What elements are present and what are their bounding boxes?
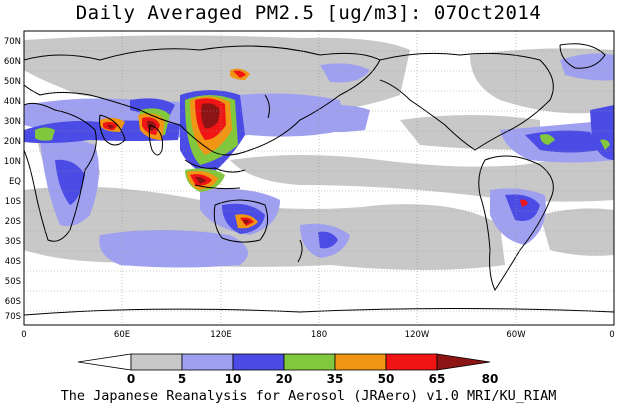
lon-label: 180 [311, 330, 327, 340]
lon-label: 120E [210, 330, 232, 340]
colorbar-label: 5 [178, 372, 186, 386]
lat-label: 20N [4, 137, 21, 147]
lat-label: 30S [5, 237, 21, 247]
field-darkred [107, 103, 250, 224]
colorbar-bin [436, 353, 491, 371]
lon-label: 120W [405, 330, 430, 340]
colorbar-label: 35 [327, 372, 344, 386]
lat-label: 10S [5, 197, 21, 207]
lat-label: 30N [4, 117, 21, 127]
lon-label: 60E [114, 330, 130, 340]
lat-label: 40S [5, 257, 21, 267]
grid-lines [24, 31, 614, 325]
colorbar-label: 65 [429, 372, 446, 386]
colorbar-label: 20 [276, 372, 293, 386]
lat-label: EQ [9, 177, 21, 187]
colorbar-label: 50 [378, 372, 395, 386]
coastlines [24, 43, 614, 316]
colorbar-bin [232, 353, 285, 371]
colorbar-label: 10 [225, 372, 242, 386]
lat-label: 70S [5, 312, 21, 322]
longitude-labels: 0 60E 120E 180 120W 60W 0 [21, 330, 614, 340]
footer-credit: The Japanese Reanalysis for Aerosol (JRA… [60, 388, 557, 404]
lat-label: 60N [4, 57, 21, 67]
lat-label: 50N [4, 77, 21, 87]
lat-label: 10N [4, 157, 21, 167]
colorbar-bin [181, 353, 234, 371]
colorbar-bin [385, 353, 438, 371]
map-frame [23, 30, 615, 326]
lon-label: 60W [506, 330, 526, 340]
lat-label: 20S [5, 217, 21, 227]
lon-label: 0 [21, 330, 26, 340]
lat-label: 50S [5, 277, 21, 287]
colorbar-bin [283, 353, 336, 371]
colorbar [77, 353, 491, 371]
colorbar-bin [130, 353, 183, 371]
map-title: Daily Averaged PM2.5 [ug/m3]: 07Oct2014 [75, 2, 542, 24]
lat-label: 40N [4, 97, 21, 107]
lat-label: 60S [5, 297, 21, 307]
colorbar-label: 0 [127, 372, 135, 386]
colorbar-label: 80 [482, 372, 499, 386]
lon-label: 0 [609, 330, 614, 340]
colorbar-bin [334, 353, 387, 371]
lat-label: 70N [4, 37, 21, 47]
colorbar-labels: 0 5 10 20 35 50 65 80 [127, 372, 499, 386]
latitude-labels: 70N 60N 50N 40N 30N 20N 10N EQ 10S 20S 3… [4, 37, 21, 322]
colorbar-bin [77, 353, 132, 371]
